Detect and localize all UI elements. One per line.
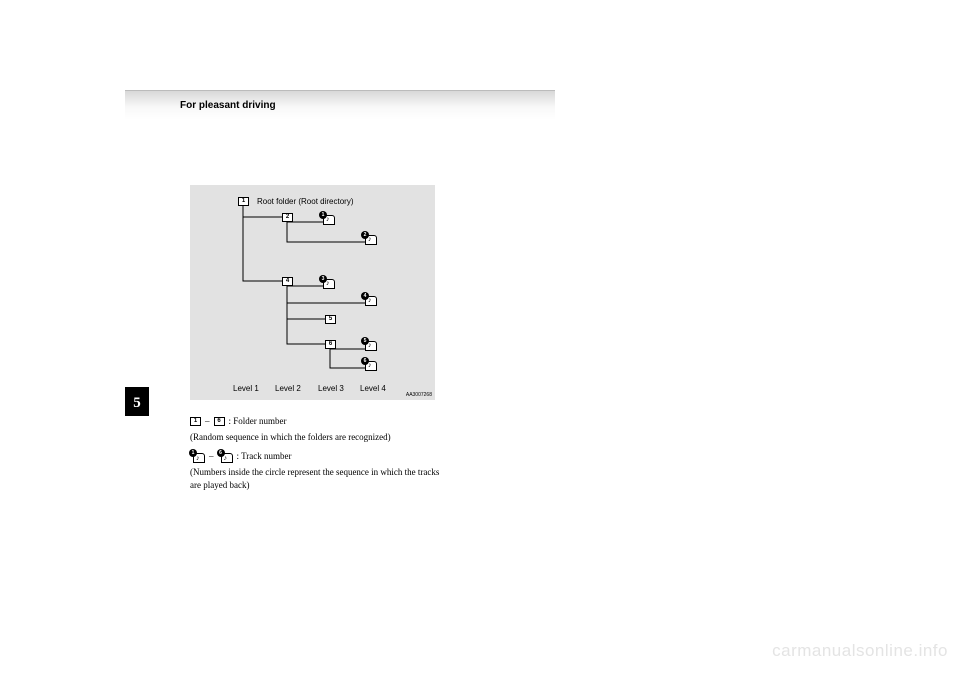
caption-folder-note: (Random sequence in which the folders ar…: [190, 431, 450, 445]
caption-folder-line: 1 – 6 : Folder number: [190, 415, 450, 429]
level-label: Level 4: [360, 384, 386, 393]
tree-lines: [190, 185, 435, 400]
watermark: carmanualsonline.info: [772, 641, 948, 661]
track-node: 5: [365, 341, 378, 354]
folder-icon: 6: [214, 417, 225, 426]
caption-track-note: (Numbers inside the circle represent the…: [190, 466, 450, 493]
caption-text: : Folder number: [229, 415, 287, 429]
figure-caption: 1 – 6 : Folder number (Random sequence i…: [190, 415, 450, 493]
folder-node: 2: [282, 213, 293, 222]
track-icon: 1: [190, 450, 205, 463]
track-node: 3: [323, 279, 336, 292]
level-label: Level 1: [233, 384, 259, 393]
level-label: Level 3: [318, 384, 344, 393]
folder-node: 4: [282, 277, 293, 286]
folder-tree-figure: Root folder (Root directory) 1 2 4 5 6: [190, 185, 435, 400]
level-label: Level 2: [275, 384, 301, 393]
caption-text: : Track number: [237, 450, 292, 464]
folder-node: 5: [325, 315, 336, 324]
caption-track-line: 1 – 6 : Track number: [190, 450, 450, 464]
header-bar: For pleasant driving: [125, 90, 555, 120]
track-node: 2: [365, 235, 378, 248]
section-tab: 5: [125, 390, 149, 416]
folder-node: 6: [325, 340, 336, 349]
figure-id: AA3007268: [406, 392, 432, 398]
track-icon: 6: [218, 450, 233, 463]
track-node: 4: [365, 296, 378, 309]
track-node: 6: [365, 361, 378, 374]
folder-icon: 1: [190, 417, 201, 426]
folder-node: 1: [238, 197, 249, 206]
track-node: 1: [323, 215, 336, 228]
header-title: For pleasant driving: [180, 100, 276, 111]
